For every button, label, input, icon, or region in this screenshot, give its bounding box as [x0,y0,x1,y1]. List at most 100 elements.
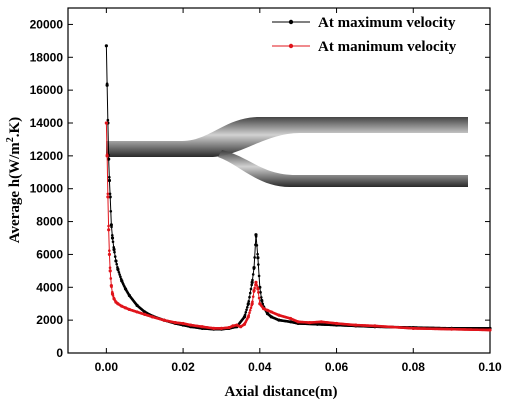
data-point [248,311,251,315]
data-point [111,240,115,244]
data-point [123,306,128,310]
y-tick-label: 18000 [30,50,64,64]
data-point [262,307,266,311]
x-tick-label: 0.10 [478,360,502,374]
data-point [108,266,112,270]
plot-frame [67,7,491,354]
data-point [247,299,251,303]
data-point [269,315,273,319]
data-point [450,327,454,331]
data-point [248,295,251,299]
data-point [259,291,262,294]
y-tick-label: 6000 [36,247,63,261]
data-point [107,178,112,183]
y-tick-label: 14000 [30,116,64,130]
data-point [231,324,235,328]
data-point [235,323,239,327]
data-point [106,118,110,122]
axes: 0.00 0.02 0.04 0.06 0.08 0.10 0 2000 4000 6000 800… [30,8,502,374]
data-point [105,154,109,158]
data-point [104,44,108,48]
data-point [118,273,121,276]
y-tick-label: 10000 [30,182,64,196]
data-point [258,302,262,306]
data-point [127,307,131,312]
data-point [109,284,113,288]
legend: At maximum velocity At manimum velocity [272,15,457,55]
y-tick-label: 20000 [30,17,64,31]
data-point [135,310,139,314]
data-point [253,286,256,290]
data-point [173,321,178,325]
x-tick-label: 0.08 [402,360,426,374]
data-point [254,233,258,237]
data-point [110,234,114,237]
data-point [250,302,254,306]
data-point [143,312,147,316]
data-point [242,315,247,319]
x-tick-label: 0.04 [248,360,272,374]
data-point [249,287,253,291]
x-tick-label: 0.06 [325,360,349,374]
y-tick-label: 2000 [36,313,63,327]
data-point [119,275,122,279]
x-axis-title: Axial distance(m) [225,384,338,400]
data-point [189,323,193,327]
data-point [254,280,258,284]
data-point [108,269,112,273]
tube-geometry-inset [106,117,468,187]
data-point [108,249,111,252]
y-tick-label: 8000 [36,215,63,229]
data-point [108,195,112,199]
data-point [107,252,112,257]
legend-label-min: At manimum velocity [318,39,457,55]
data-point [488,328,492,332]
data-point [109,209,113,213]
data-point [227,325,231,330]
data-point [252,265,256,270]
data-point [108,175,111,179]
data-point [120,304,124,308]
legend-marker-max [288,19,294,25]
data-point [120,279,124,283]
data-point [265,311,270,316]
data-point [334,321,339,326]
data-point [246,315,250,319]
data-point [239,325,243,329]
data-point [251,278,254,282]
data-point [319,320,323,324]
data-point [162,318,166,322]
data-point [242,322,247,326]
data-point [255,244,259,247]
data-point [116,302,120,306]
data-point [256,252,259,256]
y-axis-title: Average h(W/m2.K) [5,117,23,243]
data-point [308,321,312,325]
data-point [248,308,252,312]
data-point [248,291,252,295]
data-point [219,326,224,330]
data-point [257,291,260,294]
data-point [253,256,256,259]
data-point [288,316,293,321]
data-point [260,298,264,303]
data-point [109,223,113,227]
data-point [251,295,255,298]
data-point [246,302,250,306]
data-point [245,308,248,312]
data-point [106,192,110,196]
data-point [135,303,139,307]
series-line [105,45,490,330]
y-axis-title-suffix: .K) [7,117,23,137]
data-point [107,157,111,161]
data-point [252,288,256,293]
data-point [250,283,253,287]
data-point [251,273,255,276]
y-axis-title-main: Average h(W/m [7,142,23,243]
data-point [259,296,263,299]
data-point [269,310,273,314]
data-point [354,323,358,327]
data-point [110,236,115,240]
lower-tube [218,150,468,187]
